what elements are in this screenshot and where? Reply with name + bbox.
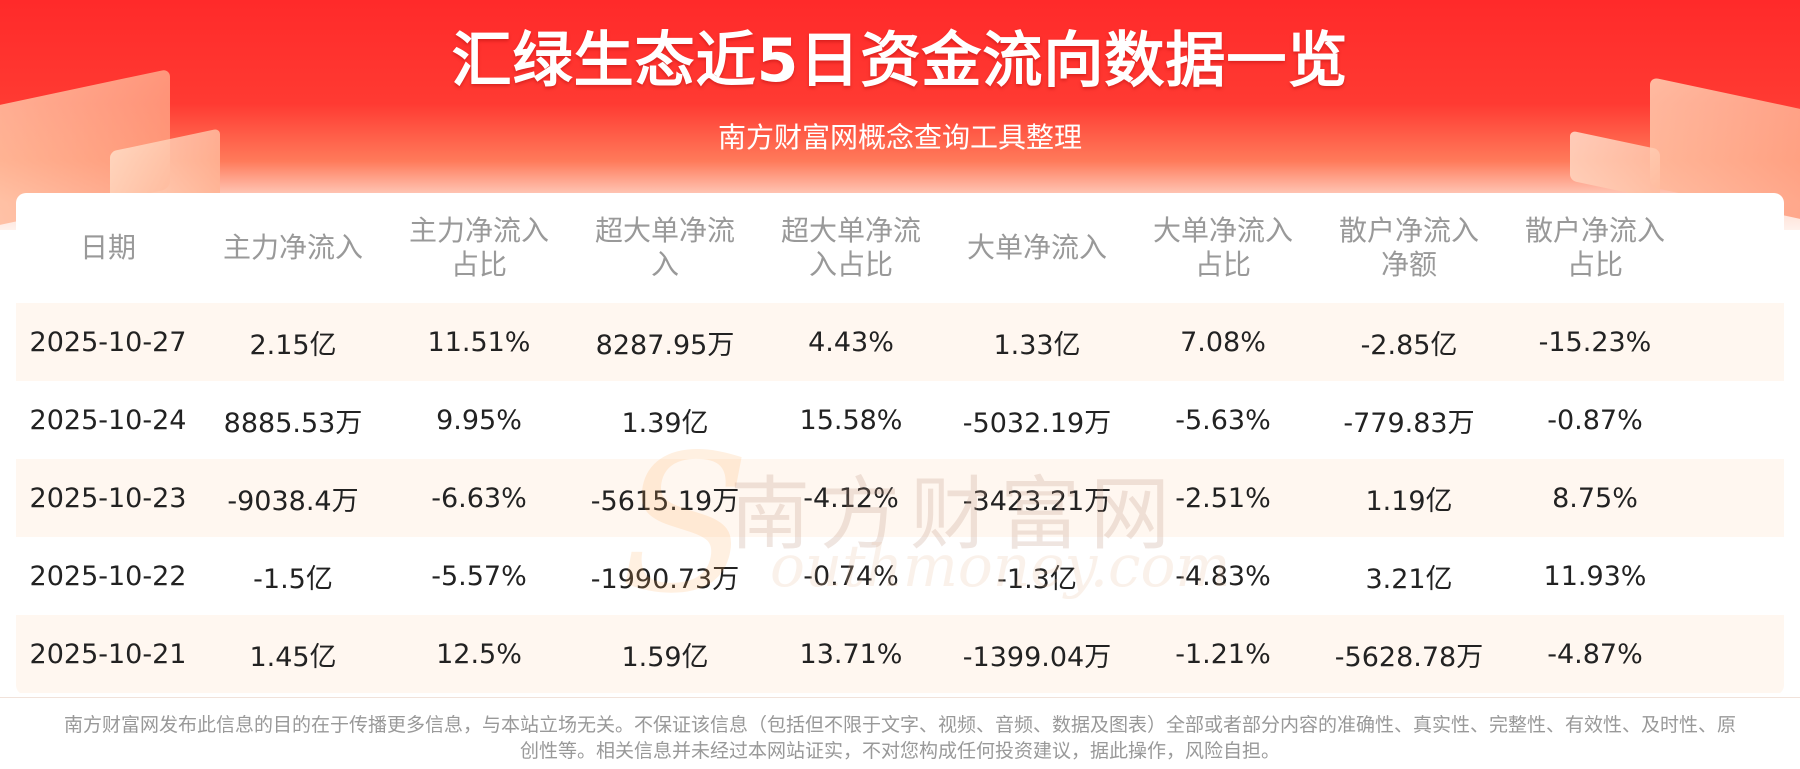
column-header-date: 日期 [79, 231, 136, 264]
header-banner: 汇绿生态近5日资金流向数据一览 南方财富网概念查询工具整理 [0, 0, 1800, 230]
cell-value: -4.12% [803, 482, 899, 514]
cell-value: 7.08% [1180, 326, 1266, 358]
cell-value: -5032.19万 [962, 407, 1112, 439]
cell-value: -4.83% [1175, 560, 1271, 592]
cell-value: 15.58% [799, 404, 903, 436]
cell-value: -5615.19万 [590, 485, 740, 517]
cell-value: -4.87% [1547, 638, 1643, 670]
page-subtitle: 南方财富网概念查询工具整理 [717, 121, 1082, 154]
cell-value: 1.33亿 [993, 329, 1081, 361]
cell-value: -1399.04万 [962, 641, 1112, 673]
cell-value: 11.51% [427, 326, 531, 358]
column-header-main-ratio: 主力净流入占比 [408, 214, 549, 281]
page-title: 汇绿生态近5日资金流向数据一览 [451, 26, 1349, 96]
table-row: 2025-10-22 -1.5亿 -5.57% -1990.73万 -0.74%… [16, 537, 1784, 615]
column-header-xl-inflow: 超大单净流入 [594, 214, 735, 281]
cell-value: 8287.95万 [595, 329, 735, 361]
cell-date: 2025-10-23 [29, 482, 187, 514]
cell-value: 1.59亿 [621, 641, 709, 673]
table-header: 日期 主力净流入 主力净流入占比 超大单净流入 超大单净流入占比 大单净流入 大… [16, 193, 1784, 303]
cell-value: 2.15亿 [249, 329, 337, 361]
cell-value: 8885.53万 [223, 407, 363, 439]
cell-value: -3423.21万 [962, 485, 1112, 517]
column-header-large-ratio: 大单净流入占比 [1152, 214, 1293, 281]
column-header-retail-ratio: 散户净流入占比 [1524, 214, 1665, 281]
cell-value: -0.87% [1547, 404, 1643, 436]
column-header-xl-ratio: 超大单净流入占比 [780, 214, 921, 281]
table-row: 2025-10-27 2.15亿 11.51% 8287.95万 4.43% 1… [16, 303, 1784, 381]
cell-value: 11.93% [1543, 560, 1647, 592]
column-header-retail-inflow: 散户净流入净额 [1338, 214, 1479, 281]
cell-value: 3.21亿 [1365, 563, 1453, 595]
cell-date: 2025-10-24 [29, 404, 187, 436]
cell-date: 2025-10-21 [29, 638, 187, 670]
cell-value: -15.23% [1538, 326, 1652, 358]
cell-value: -779.83万 [1343, 407, 1475, 439]
cell-value: -6.63% [431, 482, 527, 514]
column-header-large-inflow: 大单净流入 [966, 231, 1107, 264]
cell-value: -1.21% [1175, 638, 1271, 670]
table-row: 2025-10-24 8885.53万 9.95% 1.39亿 15.58% -… [16, 381, 1784, 459]
cell-value: 8.75% [1552, 482, 1638, 514]
cell-value: 9.95% [436, 404, 522, 436]
cell-value: 1.45亿 [249, 641, 337, 673]
cell-value: 1.19亿 [1365, 485, 1453, 517]
cell-value: -5.63% [1175, 404, 1271, 436]
cell-value: -2.85亿 [1360, 329, 1458, 361]
table-row: 2025-10-21 1.45亿 12.5% 1.59亿 13.71% -139… [16, 615, 1784, 693]
cell-value: -1.5亿 [253, 563, 333, 595]
cell-value: -1990.73万 [590, 563, 740, 595]
cell-value: 4.43% [808, 326, 894, 358]
cell-value: -1.3亿 [997, 563, 1077, 595]
column-header-main-inflow: 主力净流入 [222, 231, 363, 264]
cell-value: 1.39亿 [621, 407, 709, 439]
cell-value: -5628.78万 [1334, 641, 1484, 673]
table-row: 2025-10-23 -9038.4万 -6.63% -5615.19万 -4.… [16, 459, 1784, 537]
cell-value: -5.57% [431, 560, 527, 592]
cell-date: 2025-10-27 [29, 326, 187, 358]
cell-value: -2.51% [1175, 482, 1271, 514]
cell-value: 12.5% [436, 638, 522, 670]
footer-disclaimer: 南方财富网发布此信息的目的在于传播更多信息，与本站立场无关。不保证该信息（包括但… [63, 714, 1736, 762]
cell-value: 13.71% [799, 638, 903, 670]
data-table-card: 日期 主力净流入 主力净流入占比 超大单净流入 超大单净流入占比 大单净流入 大… [16, 193, 1784, 695]
cell-value: -9038.4万 [227, 485, 359, 517]
cell-value: -0.74% [803, 560, 899, 592]
footer-divider [0, 697, 1800, 698]
cell-date: 2025-10-22 [29, 560, 187, 592]
